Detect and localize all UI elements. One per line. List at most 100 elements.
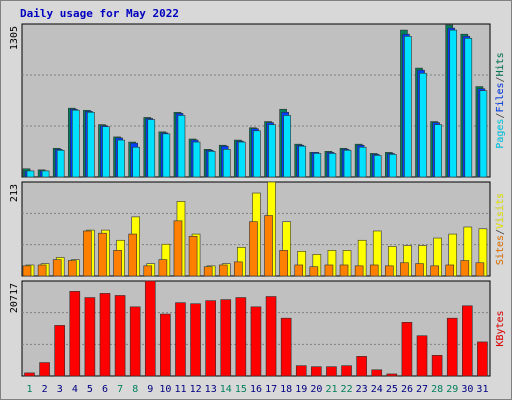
bar — [354, 265, 364, 277]
bar — [477, 341, 488, 377]
bar — [26, 170, 35, 178]
bar — [177, 115, 186, 178]
bar — [313, 153, 322, 178]
bar — [132, 146, 140, 178]
bar — [234, 261, 243, 277]
bar — [173, 220, 183, 277]
bar — [41, 170, 50, 178]
bar — [249, 221, 258, 277]
x-tick-label: 17 — [265, 384, 277, 395]
bar — [222, 149, 231, 178]
legend-separator: / — [495, 229, 506, 235]
bar — [143, 265, 153, 277]
bar — [280, 317, 292, 377]
legend: KBytes — [495, 310, 506, 346]
x-tick-label: 10 — [159, 384, 171, 395]
legend-entry: Sites — [495, 235, 506, 265]
bar — [434, 124, 442, 178]
bar — [268, 124, 276, 178]
chart-title: Daily usage for May 2022 — [20, 7, 179, 20]
bar — [373, 155, 382, 178]
x-tick-label: 20 — [310, 384, 322, 395]
bar — [175, 302, 186, 377]
bar — [52, 259, 62, 277]
bar — [343, 149, 352, 178]
y-tick-label: 20717 — [9, 283, 20, 313]
bar — [311, 366, 322, 377]
bar — [446, 317, 458, 377]
bar — [238, 141, 246, 178]
bar — [24, 372, 35, 377]
y-tick-label: 213 — [9, 184, 20, 202]
x-tick-label: 13 — [205, 384, 217, 395]
bar — [83, 230, 92, 277]
bar — [56, 149, 65, 178]
bar — [253, 130, 261, 178]
x-tick-label: 18 — [280, 384, 292, 395]
bar — [39, 362, 50, 377]
legend-entry: Pages — [495, 119, 506, 149]
bar — [158, 259, 168, 277]
x-tick-label: 1 — [27, 384, 33, 395]
bar — [475, 262, 485, 277]
x-tick-label: 21 — [325, 384, 337, 395]
bar — [205, 300, 216, 377]
bar — [419, 72, 427, 178]
legend-entry: Visits — [495, 193, 506, 229]
bar — [190, 303, 201, 377]
bar — [341, 365, 352, 377]
bar — [404, 36, 412, 178]
bar — [114, 295, 126, 377]
bar — [460, 260, 470, 277]
x-tick-label: 7 — [117, 384, 123, 395]
bar — [431, 355, 443, 377]
bar — [192, 141, 201, 178]
legend-separator: / — [495, 76, 506, 82]
bar — [295, 365, 307, 377]
legend-entry: KBytes — [495, 310, 506, 346]
bar — [84, 297, 96, 377]
x-tick-label: 30 — [461, 384, 473, 395]
x-tick-label: 5 — [87, 384, 93, 395]
x-tick-label: 26 — [401, 384, 413, 395]
bar — [339, 264, 349, 277]
bar — [462, 305, 473, 377]
bar — [98, 232, 107, 277]
legend-separator: / — [495, 113, 506, 119]
bar — [430, 265, 439, 277]
x-tick-label: 23 — [356, 384, 368, 395]
bar — [294, 264, 304, 277]
bar — [401, 322, 413, 377]
x-tick-label: 2 — [42, 384, 48, 395]
legend: Pages/Files/Hits — [495, 52, 506, 148]
bar — [385, 265, 394, 277]
bar — [445, 264, 455, 277]
bar — [326, 366, 337, 377]
x-tick-label: 12 — [190, 384, 202, 395]
bar — [67, 260, 77, 277]
bar — [144, 280, 156, 377]
bar — [218, 264, 228, 277]
legend-entry: Hits — [495, 52, 506, 76]
x-tick-label: 11 — [174, 384, 186, 395]
bar — [371, 369, 383, 377]
bar — [369, 264, 379, 277]
bar — [479, 90, 488, 178]
x-tick-label: 16 — [250, 384, 262, 395]
bar — [22, 265, 32, 277]
bar — [415, 263, 424, 277]
x-tick-label: 6 — [102, 384, 108, 395]
y-tick-label: 1305 — [9, 26, 20, 50]
bar — [464, 38, 473, 178]
x-tick-label: 27 — [416, 384, 428, 395]
bar — [102, 126, 110, 178]
bar — [324, 264, 334, 277]
bar — [235, 297, 247, 377]
bar — [283, 115, 291, 178]
bar — [54, 325, 65, 377]
x-tick-label: 4 — [72, 384, 78, 395]
x-tick-label: 19 — [295, 384, 307, 395]
x-tick-label: 22 — [341, 384, 353, 395]
x-tick-label: 31 — [476, 384, 488, 395]
